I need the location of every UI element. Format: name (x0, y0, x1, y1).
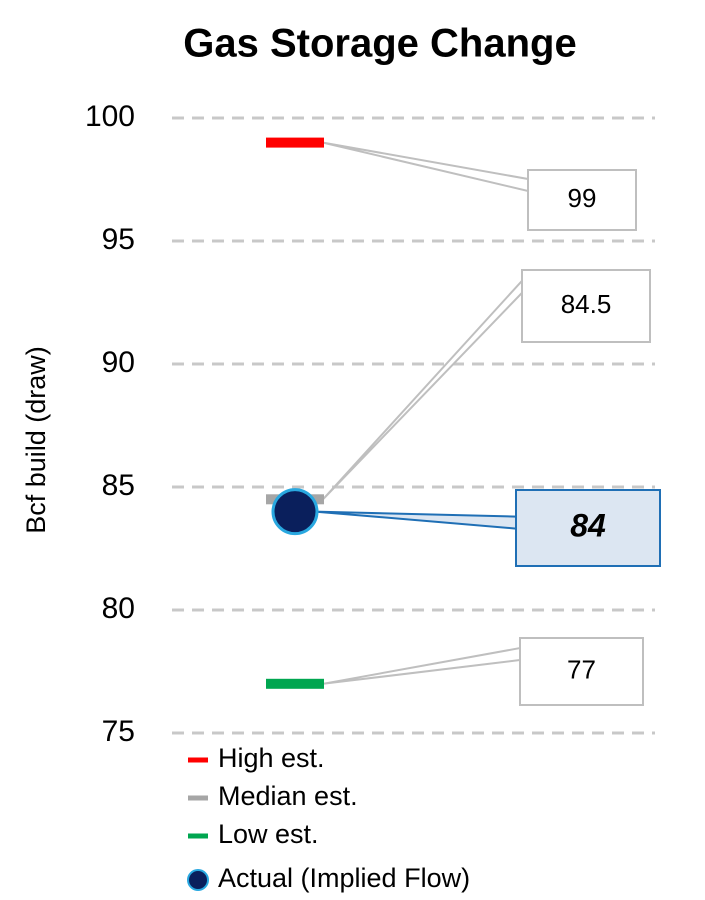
data-point (271, 488, 319, 536)
data-label: 84.5 (561, 289, 612, 319)
callout-pointer (322, 646, 521, 685)
legend-label: Actual (Implied Flow) (218, 863, 470, 893)
y-tick-label: 75 (102, 715, 135, 748)
y-tick-label: 80 (102, 592, 135, 625)
y-tick-label: 95 (102, 223, 135, 256)
legend-swatch (187, 869, 209, 891)
callout-pointer (314, 510, 517, 530)
data-label: 84 (570, 507, 606, 543)
y-tick-label: 85 (102, 469, 135, 502)
chart-title: Gas Storage Change (183, 22, 576, 66)
label-box (521, 269, 651, 343)
legend-label: Median est. (218, 781, 358, 811)
data-label: 77 (567, 654, 596, 684)
data-marker (266, 137, 324, 148)
callout-pointer (322, 278, 523, 500)
y-tick-label: 100 (85, 100, 135, 133)
legend-label: High est. (218, 743, 325, 773)
callout-pointer (322, 141, 529, 193)
y-tick-label: 90 (102, 346, 135, 379)
label-box (515, 489, 661, 567)
label-box (527, 169, 637, 231)
legend-swatch (188, 795, 208, 801)
data-label: 99 (568, 183, 597, 213)
legend-swatch (188, 757, 208, 763)
legend-label: Low est. (218, 819, 319, 849)
y-axis-label: Bcf build (draw) (21, 346, 51, 534)
data-marker (266, 678, 324, 689)
legend-swatch (188, 833, 208, 839)
label-box (519, 637, 644, 706)
